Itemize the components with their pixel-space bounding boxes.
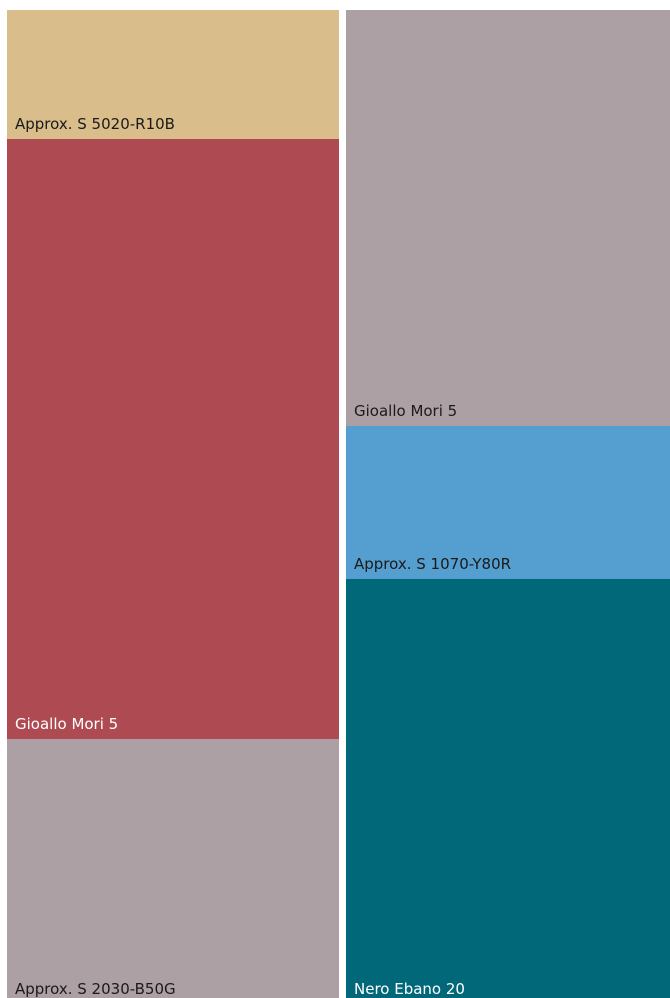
color-swatch-gioallo-mori-5: Gioallo Mori 5 xyxy=(7,139,339,739)
swatch-label: Gioallo Mori 5 xyxy=(354,402,458,420)
swatch-label: Nero Ebano 20 xyxy=(354,980,465,998)
color-swatch-approx-s-2030-b50g: Approx. S 2030-B50G xyxy=(7,739,339,998)
color-swatch-gioallo-mori-5-right: Gioallo Mori 5 xyxy=(346,10,670,426)
swatch-label: Approx. S 2030-B50G xyxy=(15,980,176,998)
swatch-label: Gioallo Mori 5 xyxy=(15,715,119,733)
color-swatch-approx-s-5020-r10b: Approx. S 5020-R10B xyxy=(7,10,339,139)
swatch-label: Approx. S 5020-R10B xyxy=(15,115,175,133)
color-swatch-approx-s-1070-y80r: Approx. S 1070-Y80R xyxy=(346,426,670,579)
swatch-label: Approx. S 1070-Y80R xyxy=(354,555,512,573)
color-swatch-nero-ebano-20: Nero Ebano 20 xyxy=(346,579,670,998)
